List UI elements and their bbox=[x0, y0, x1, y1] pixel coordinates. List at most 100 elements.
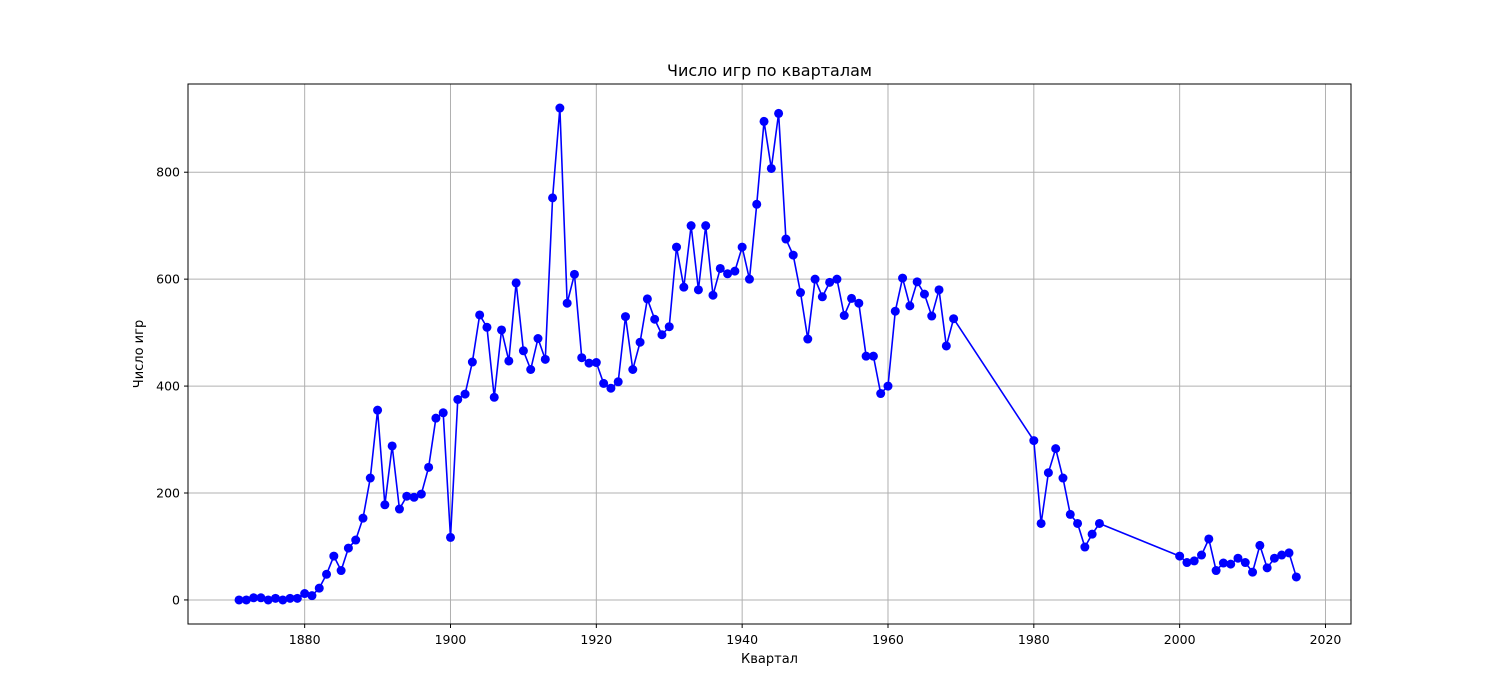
data-point bbox=[737, 242, 747, 252]
data-point bbox=[431, 413, 441, 423]
data-point bbox=[919, 289, 929, 299]
data-point bbox=[365, 473, 375, 483]
data-point bbox=[314, 583, 324, 593]
data-point bbox=[271, 593, 280, 603]
data-point bbox=[1291, 572, 1301, 582]
data-point bbox=[730, 266, 740, 276]
data-point bbox=[642, 294, 652, 304]
data-point bbox=[380, 500, 390, 510]
data-point bbox=[693, 285, 703, 295]
data-point bbox=[715, 263, 725, 273]
data-point bbox=[752, 199, 762, 209]
data-point bbox=[292, 593, 302, 603]
data-point bbox=[1284, 548, 1294, 558]
data-point bbox=[1248, 567, 1258, 577]
data-point bbox=[300, 589, 310, 599]
x-tick-label: 1900 bbox=[435, 632, 467, 647]
data-markers bbox=[234, 103, 1301, 605]
data-point bbox=[876, 389, 886, 399]
data-point bbox=[759, 116, 769, 126]
y-axis-label: Число игр bbox=[132, 320, 147, 388]
data-point bbox=[1175, 551, 1185, 561]
data-point bbox=[854, 298, 864, 308]
data-point bbox=[788, 250, 798, 260]
data-point bbox=[307, 591, 317, 601]
data-point bbox=[817, 292, 827, 302]
data-point bbox=[912, 277, 922, 287]
data-point bbox=[803, 334, 813, 344]
data-point bbox=[489, 392, 499, 402]
data-point bbox=[1226, 559, 1236, 569]
data-point bbox=[1087, 529, 1097, 539]
data-point bbox=[1080, 542, 1090, 552]
x-tick-label: 1920 bbox=[580, 632, 612, 647]
data-point bbox=[890, 306, 900, 316]
data-point bbox=[518, 346, 528, 356]
data-point bbox=[460, 389, 470, 399]
data-point bbox=[708, 290, 718, 300]
data-point bbox=[774, 108, 784, 118]
data-point bbox=[1029, 436, 1039, 446]
data-point bbox=[322, 569, 332, 579]
data-point bbox=[701, 221, 711, 231]
data-point bbox=[1182, 558, 1192, 568]
data-point bbox=[1065, 509, 1075, 519]
x-tick-label: 1940 bbox=[726, 632, 758, 647]
y-tick-label: 200 bbox=[156, 486, 180, 501]
axis-ticks: 1880 1900 1920 1940 1960 1980 2000 2020 0 200 400 6… bbox=[156, 165, 1341, 647]
x-tick-label: 2020 bbox=[1310, 632, 1342, 647]
data-point bbox=[1218, 558, 1228, 568]
data-point bbox=[249, 593, 259, 603]
data-point bbox=[1211, 566, 1221, 576]
data-point bbox=[1240, 558, 1250, 568]
data-point bbox=[555, 103, 565, 113]
data-point bbox=[416, 489, 426, 499]
y-tick-label: 0 bbox=[172, 592, 180, 607]
data-point bbox=[1197, 550, 1207, 560]
x-tick-label: 1980 bbox=[1018, 632, 1050, 647]
data-point bbox=[453, 394, 463, 404]
data-point bbox=[511, 278, 521, 288]
data-point bbox=[766, 163, 776, 173]
data-point bbox=[1058, 473, 1068, 483]
data-point bbox=[329, 551, 339, 561]
data-point bbox=[351, 535, 361, 545]
data-point bbox=[686, 221, 696, 231]
data-point bbox=[1233, 553, 1243, 563]
data-point bbox=[1262, 563, 1272, 573]
data-point bbox=[438, 408, 448, 418]
x-tick-label: 2000 bbox=[1164, 632, 1196, 647]
data-point bbox=[548, 193, 558, 203]
data-point bbox=[861, 351, 871, 361]
data-point bbox=[1277, 550, 1287, 560]
data-point bbox=[949, 314, 959, 324]
data-point bbox=[424, 462, 434, 472]
data-point bbox=[664, 322, 674, 332]
data-point bbox=[278, 595, 288, 605]
data-point bbox=[533, 334, 543, 343]
data-point bbox=[1051, 444, 1061, 454]
data-point bbox=[1094, 518, 1104, 528]
data-point bbox=[263, 595, 273, 605]
data-point bbox=[635, 337, 645, 347]
data-point bbox=[934, 285, 944, 295]
data-point bbox=[1043, 468, 1053, 478]
data-point bbox=[898, 273, 908, 283]
data-point bbox=[387, 441, 397, 451]
data-point bbox=[868, 351, 878, 361]
data-point bbox=[446, 532, 455, 542]
data-point bbox=[847, 293, 857, 303]
data-point bbox=[672, 242, 682, 252]
x-tick-label: 1880 bbox=[289, 632, 321, 647]
data-point bbox=[810, 274, 820, 284]
data-point bbox=[562, 298, 572, 308]
data-point bbox=[613, 377, 623, 387]
data-point bbox=[234, 595, 244, 605]
data-point bbox=[723, 269, 733, 279]
plot-frame bbox=[187, 83, 1352, 625]
x-tick-label: 1960 bbox=[872, 632, 904, 647]
y-tick-label: 600 bbox=[156, 272, 180, 287]
data-point bbox=[1269, 553, 1279, 563]
